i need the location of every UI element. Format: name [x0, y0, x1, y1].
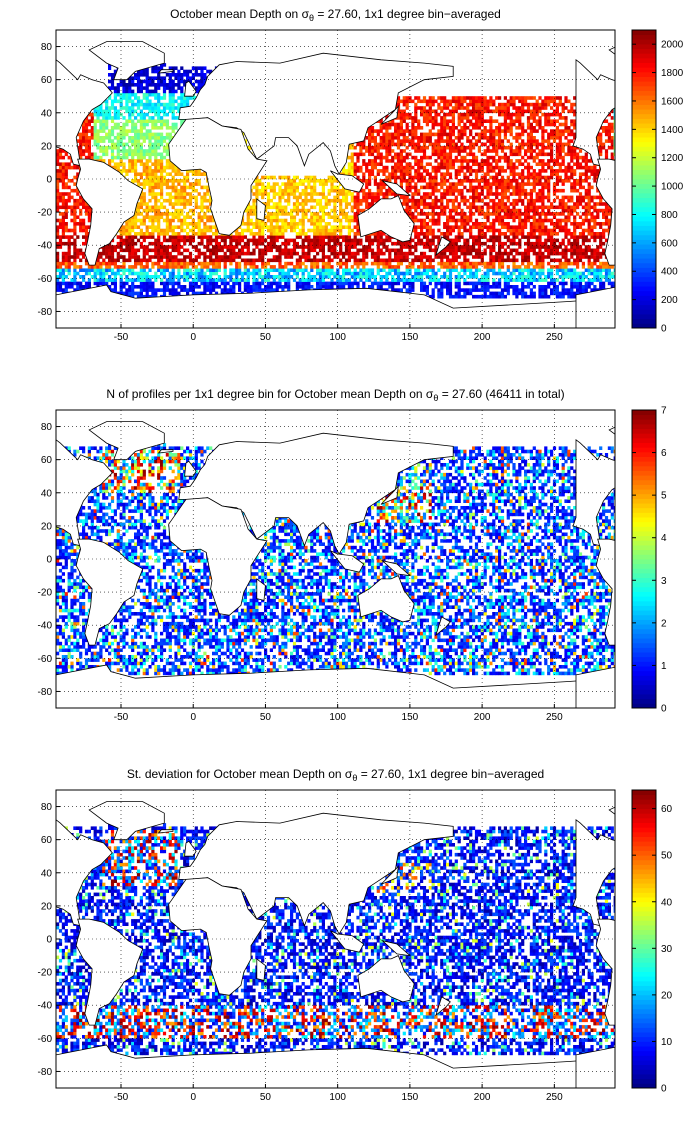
x-tick-label: 250: [546, 1092, 563, 1103]
y-tick-label: -80: [38, 1067, 53, 1078]
x-tick-label: 250: [546, 332, 563, 343]
y-tick-label: -60: [38, 1034, 53, 1045]
y-tick-label: -60: [38, 654, 53, 665]
x-tick-label: 50: [260, 712, 272, 723]
colorbar-tick-label: 1200: [661, 153, 684, 164]
y-tick-label: -60: [38, 274, 53, 285]
x-tick-label: 50: [260, 1092, 272, 1103]
colorbar-tick-label: 5: [661, 491, 667, 502]
x-tick-label: 0: [190, 712, 196, 723]
land-mask: [56, 41, 615, 328]
y-tick-label: 40: [41, 868, 53, 879]
colorbar-tick-label: 6: [661, 448, 667, 459]
colorbar-tick-label: 2000: [661, 40, 684, 51]
x-tick-label: 150: [402, 332, 419, 343]
colorbar-tick-label: 10: [661, 1037, 673, 1048]
y-tick-label: -20: [38, 208, 53, 219]
land-mask: [56, 801, 615, 1088]
chart-title: N of profiles per 1x1 degree bin for Oct…: [106, 387, 564, 403]
x-tick-label: -50: [114, 712, 129, 723]
colorbar-tick-label: 600: [661, 238, 678, 249]
map-panel-3: St. deviation for October mean Depth on …: [38, 767, 673, 1103]
y-tick-label: 80: [41, 42, 53, 53]
land-mask: [56, 421, 615, 708]
x-tick-label: -50: [114, 1092, 129, 1103]
colorbar-tick-label: 1000: [661, 182, 684, 193]
y-tick-label: -80: [38, 687, 53, 698]
x-tick-label: 250: [546, 712, 563, 723]
y-tick-label: -80: [38, 307, 53, 318]
y-tick-label: -40: [38, 621, 53, 632]
y-tick-label: 0: [46, 555, 52, 566]
x-tick-label: 0: [190, 1092, 196, 1103]
colorbar-tick-label: 200: [661, 295, 678, 306]
grid-lines: [56, 790, 615, 1088]
y-tick-label: 60: [41, 75, 53, 86]
colorbar-tick-label: 1800: [661, 68, 684, 79]
chart-title: October mean Depth on σθ = 27.60, 1x1 de…: [170, 7, 501, 23]
y-tick-label: -20: [38, 588, 53, 599]
y-tick-label: 20: [41, 521, 53, 532]
y-tick-label: 20: [41, 141, 53, 152]
y-tick-label: 60: [41, 835, 53, 846]
x-tick-label: 100: [329, 1092, 346, 1103]
y-tick-label: 0: [46, 935, 52, 946]
grid-lines: [56, 410, 615, 708]
x-tick-label: 0: [190, 332, 196, 343]
x-tick-label: 150: [402, 712, 419, 723]
x-tick-label: 200: [474, 712, 491, 723]
x-tick-label: 150: [402, 1092, 419, 1103]
colorbar-tick-label: 1: [661, 661, 667, 672]
plot-area: [56, 410, 615, 708]
colorbar-tick-label: 400: [661, 267, 678, 278]
x-tick-label: 100: [329, 332, 346, 343]
colorbar-tick-label: 60: [661, 804, 673, 815]
y-tick-label: 80: [41, 422, 53, 433]
colorbar-tick-label: 800: [661, 210, 678, 221]
chart-title: St. deviation for October mean Depth on …: [127, 767, 544, 783]
colorbar-tick-label: 2: [661, 618, 667, 629]
map-panel-2: N of profiles per 1x1 degree bin for Oct…: [38, 387, 667, 723]
map-panel-1: October mean Depth on σθ = 27.60, 1x1 de…: [38, 7, 684, 343]
x-tick-label: 100: [329, 712, 346, 723]
colorbar: 7 6 5 4 3 2 1 0: [631, 406, 667, 715]
y-tick-label: 0: [46, 175, 52, 186]
y-tick-label: 60: [41, 455, 53, 466]
colorbar: 60 50 40 30 20 10 0: [631, 789, 673, 1095]
colorbar-tick-label: 0: [661, 1084, 667, 1095]
x-tick-label: -50: [114, 332, 129, 343]
colorbar-tick-label: 40: [661, 897, 673, 908]
y-tick-label: 80: [41, 802, 53, 813]
y-tick-label: 20: [41, 901, 53, 912]
colorbar-tick-label: 0: [661, 324, 667, 335]
x-tick-label: 200: [474, 1092, 491, 1103]
y-tick-label: -20: [38, 968, 53, 979]
y-tick-label: -40: [38, 241, 53, 252]
grid-lines: [56, 30, 615, 328]
colorbar-tick-label: 3: [661, 576, 667, 587]
y-tick-label: -40: [38, 1001, 53, 1012]
colorbar-tick-label: 1400: [661, 125, 684, 136]
colorbar-tick-label: 0: [661, 704, 667, 715]
colorbar-tick-label: 50: [661, 851, 673, 862]
y-tick-label: 40: [41, 488, 53, 499]
x-tick-label: 200: [474, 332, 491, 343]
colorbar-tick-label: 20: [661, 990, 673, 1001]
plot-area: [56, 30, 615, 328]
colorbar-tick-label: 4: [661, 533, 667, 544]
colorbar-tick-label: 30: [661, 944, 673, 955]
y-tick-label: 40: [41, 108, 53, 119]
x-tick-label: 50: [260, 332, 272, 343]
colorbar-tick-label: 1600: [661, 96, 684, 107]
colorbar-tick-label: 7: [661, 406, 667, 417]
plot-area: [56, 790, 615, 1088]
